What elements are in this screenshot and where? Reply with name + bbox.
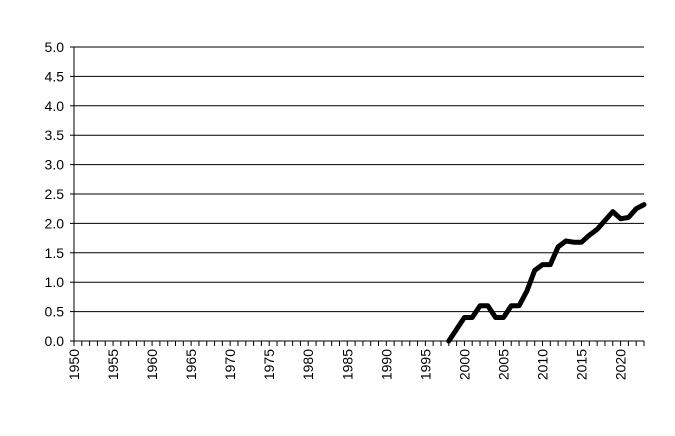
data-point-2000 [462, 315, 466, 319]
data-point-2014 [572, 240, 576, 244]
data-point-2003 [486, 304, 490, 308]
data-point-2007 [517, 304, 521, 308]
y-tick-label-4: 2.0 [45, 215, 65, 231]
data-point-2006 [509, 304, 513, 308]
y-tick-label-2: 1.0 [45, 274, 65, 290]
x-tick-label-8: 1990 [378, 349, 394, 380]
series-line-0 [446, 202, 647, 344]
x-tick-label-3: 1965 [183, 349, 199, 380]
data-point-2022 [634, 207, 638, 211]
data-point-2012 [556, 245, 560, 249]
data-point-2017 [595, 227, 599, 231]
data-point-2019 [611, 210, 615, 214]
y-tick-label-7: 3.5 [45, 127, 65, 143]
data-point-2015 [580, 240, 584, 244]
y-tick-label-0: 0.0 [45, 333, 65, 349]
data-point-2010 [540, 263, 544, 267]
y-tick-label-3: 1.5 [45, 245, 65, 261]
y-tick-label-6: 3.0 [45, 157, 65, 173]
data-point-2013 [564, 239, 568, 243]
x-tick-label-12: 2010 [534, 349, 550, 380]
data-point-2001 [470, 315, 474, 319]
data-point-2011 [548, 263, 552, 267]
data-point-2021 [626, 216, 630, 220]
data-point-1999 [455, 327, 459, 331]
x-tick-label-7: 1985 [339, 349, 355, 380]
data-point-2023 [642, 203, 646, 207]
data-point-2002 [478, 304, 482, 308]
data-point-2020 [619, 217, 623, 221]
x-tick-label-6: 1980 [300, 349, 316, 380]
y-tick-label-9: 4.5 [45, 68, 65, 84]
x-tick-label-10: 2000 [456, 349, 472, 380]
x-tick-label-0: 1950 [66, 349, 82, 380]
data-point-2016 [587, 233, 591, 237]
x-tick-label-5: 1975 [261, 349, 277, 380]
y-tick-label-8: 4.0 [45, 98, 65, 114]
x-tick-label-9: 1995 [417, 349, 433, 380]
y-tick-label-5: 2.5 [45, 186, 65, 202]
series [446, 202, 647, 344]
x-tick-labels: 1950 1955 1960 1965 1970 1975 1980 1985 1990 1995… [66, 349, 629, 380]
x-tick-label-2: 1960 [144, 349, 160, 380]
data-point-2018 [603, 218, 607, 222]
gridlines [74, 46, 644, 313]
x-tick-label-13: 2015 [574, 349, 590, 380]
y-tick-labels: 0.0 0.5 1.0 1.5 2.0 2.5 3.0 3.5 4.0 4.5 5.0 [45, 39, 65, 349]
y-tick-label-10: 5.0 [45, 39, 65, 55]
x-tick-label-11: 2005 [495, 349, 511, 380]
data-point-2004 [494, 315, 498, 319]
axes [70, 46, 645, 346]
x-tick-label-1: 1955 [105, 349, 121, 380]
x-tick-label-14: 2020 [613, 349, 629, 380]
data-point-2005 [501, 315, 505, 319]
data-point-2008 [525, 289, 529, 293]
data-point-1998 [447, 339, 451, 343]
y-tick-label-1: 0.5 [45, 304, 65, 320]
x-tick-label-4: 1970 [222, 349, 238, 380]
data-point-2009 [533, 268, 537, 272]
